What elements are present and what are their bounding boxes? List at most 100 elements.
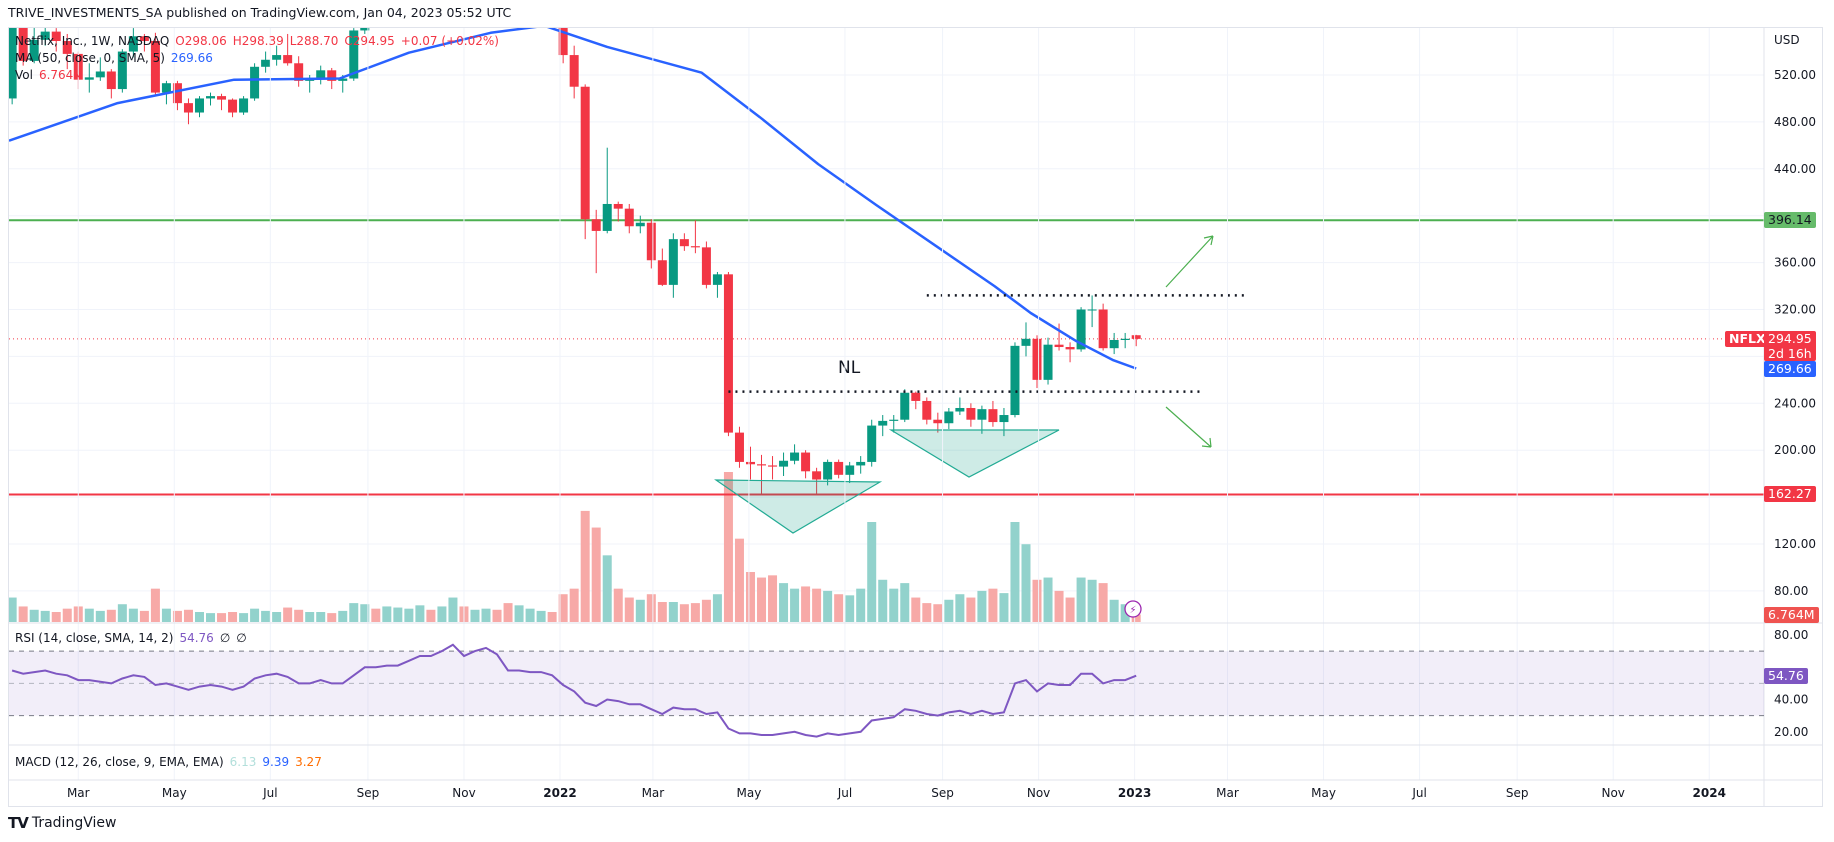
volume-bar bbox=[525, 608, 535, 622]
candle-body bbox=[690, 246, 700, 248]
candle-body bbox=[206, 96, 216, 99]
rsi-label: RSI (14, close, SMA, 14, 2) bbox=[15, 631, 174, 645]
rsi-line bbox=[11, 643, 1137, 738]
time-tick-label: Jul bbox=[262, 786, 277, 800]
candle-body bbox=[95, 71, 105, 78]
rsi-legend[interactable]: RSI (14, close, SMA, 14, 2) 54.76 ∅ ∅ bbox=[15, 631, 253, 645]
volume-bar bbox=[470, 609, 480, 622]
volume-bar bbox=[834, 594, 844, 622]
volume-bar bbox=[437, 606, 447, 622]
volume-bar bbox=[734, 538, 744, 622]
volume-bar bbox=[768, 575, 778, 622]
chart-frame bbox=[8, 27, 1823, 807]
rsi-extra-1: ∅ bbox=[219, 631, 231, 645]
candle-body bbox=[834, 461, 844, 475]
volume-bar bbox=[239, 613, 249, 622]
price-tick-label: 440.00 bbox=[1774, 162, 1816, 176]
candle-body bbox=[338, 78, 348, 81]
volume-bar bbox=[823, 590, 833, 622]
candle-body bbox=[911, 392, 921, 401]
candle-body bbox=[239, 98, 249, 113]
tradingview-logo[interactable]: TV TradingView bbox=[8, 814, 116, 832]
time-tick-label: Mar bbox=[67, 786, 90, 800]
candle-body bbox=[183, 103, 193, 113]
candle-body bbox=[316, 70, 326, 79]
volume-bar bbox=[988, 588, 998, 622]
candle-body bbox=[679, 239, 689, 247]
volume-bar bbox=[602, 555, 612, 622]
volume-bar bbox=[1098, 583, 1108, 622]
volume-bar bbox=[294, 609, 304, 622]
candle-body bbox=[327, 70, 337, 81]
volume-bar bbox=[966, 597, 976, 622]
time-tick-label: Mar bbox=[642, 786, 665, 800]
volume-bar bbox=[999, 593, 1009, 622]
volume-bar bbox=[95, 610, 105, 622]
volume-bar bbox=[514, 605, 524, 622]
volume-bar bbox=[580, 510, 590, 622]
volume-bar bbox=[194, 612, 204, 622]
candle-body bbox=[360, 28, 370, 31]
rsi-tick-label: 20.00 bbox=[1774, 725, 1808, 739]
close-value: C294.95 bbox=[344, 34, 395, 48]
breakout-up-arrow bbox=[1165, 235, 1214, 288]
price-tick-label: 200.00 bbox=[1774, 443, 1816, 457]
candle-body bbox=[172, 83, 182, 104]
brand-name: TradingView bbox=[31, 815, 117, 831]
candle-body bbox=[1043, 344, 1053, 380]
breakdown-arrow bbox=[1165, 406, 1212, 448]
volume-bar bbox=[481, 608, 491, 622]
volume-bar bbox=[338, 610, 348, 622]
candle-body bbox=[812, 471, 822, 480]
candle-body bbox=[580, 86, 590, 220]
volume-bar bbox=[955, 594, 965, 622]
candle-body bbox=[701, 247, 711, 285]
volume-bar bbox=[349, 603, 359, 622]
currency-label[interactable]: USD bbox=[1774, 33, 1800, 47]
volume-bar bbox=[371, 608, 381, 622]
volume-bar bbox=[690, 603, 700, 622]
candle-body bbox=[845, 465, 855, 475]
volume-bar bbox=[327, 613, 337, 622]
volume-bar bbox=[790, 588, 800, 622]
candle-body bbox=[790, 452, 800, 461]
volume-bar bbox=[944, 599, 954, 622]
macd-signal-value: 3.27 bbox=[295, 755, 322, 769]
candle-body bbox=[988, 409, 998, 423]
volume-bar bbox=[360, 604, 370, 622]
volume-bar bbox=[117, 604, 127, 622]
volume-legend[interactable]: Vol 6.764M bbox=[15, 68, 90, 82]
candle-body bbox=[867, 425, 877, 462]
time-tick-label: 2022 bbox=[543, 786, 576, 800]
candle-body bbox=[161, 83, 171, 93]
lightning-icon bbox=[1124, 600, 1142, 618]
candle-body bbox=[823, 461, 833, 480]
volume-bar bbox=[40, 610, 50, 622]
candle-body bbox=[757, 464, 767, 466]
candle-body bbox=[856, 461, 866, 466]
volume-bar bbox=[106, 609, 116, 622]
volume-bar bbox=[911, 597, 921, 622]
time-tick-label: May bbox=[1311, 786, 1336, 800]
ma-legend[interactable]: MA (50, close, 0, SMA, 5) 269.66 bbox=[15, 51, 219, 65]
volume-bar bbox=[1109, 599, 1119, 622]
macd-legend[interactable]: MACD (12, 26, close, 9, EMA, EMA) 6.13 9.3… bbox=[15, 755, 328, 769]
candle-body bbox=[569, 55, 579, 87]
volume-bar bbox=[635, 599, 645, 622]
volume-bar bbox=[283, 607, 293, 622]
volume-bar bbox=[757, 577, 767, 622]
volume-bar bbox=[856, 588, 866, 622]
volume-bar bbox=[723, 472, 733, 622]
volume-bar bbox=[492, 609, 502, 622]
volume-bar bbox=[889, 588, 899, 622]
candle-body bbox=[1087, 309, 1097, 311]
candle-body bbox=[1021, 338, 1031, 346]
candle-body bbox=[889, 419, 899, 421]
symbol-label[interactable]: Netflix, Inc., 1W, NASDAQ bbox=[15, 34, 170, 48]
volume-bar bbox=[1065, 597, 1075, 622]
volume-bar bbox=[977, 590, 987, 622]
price-tick-label: 480.00 bbox=[1774, 115, 1816, 129]
time-tick-label: Nov bbox=[1027, 786, 1050, 800]
time-tick-label: Jul bbox=[837, 786, 852, 800]
